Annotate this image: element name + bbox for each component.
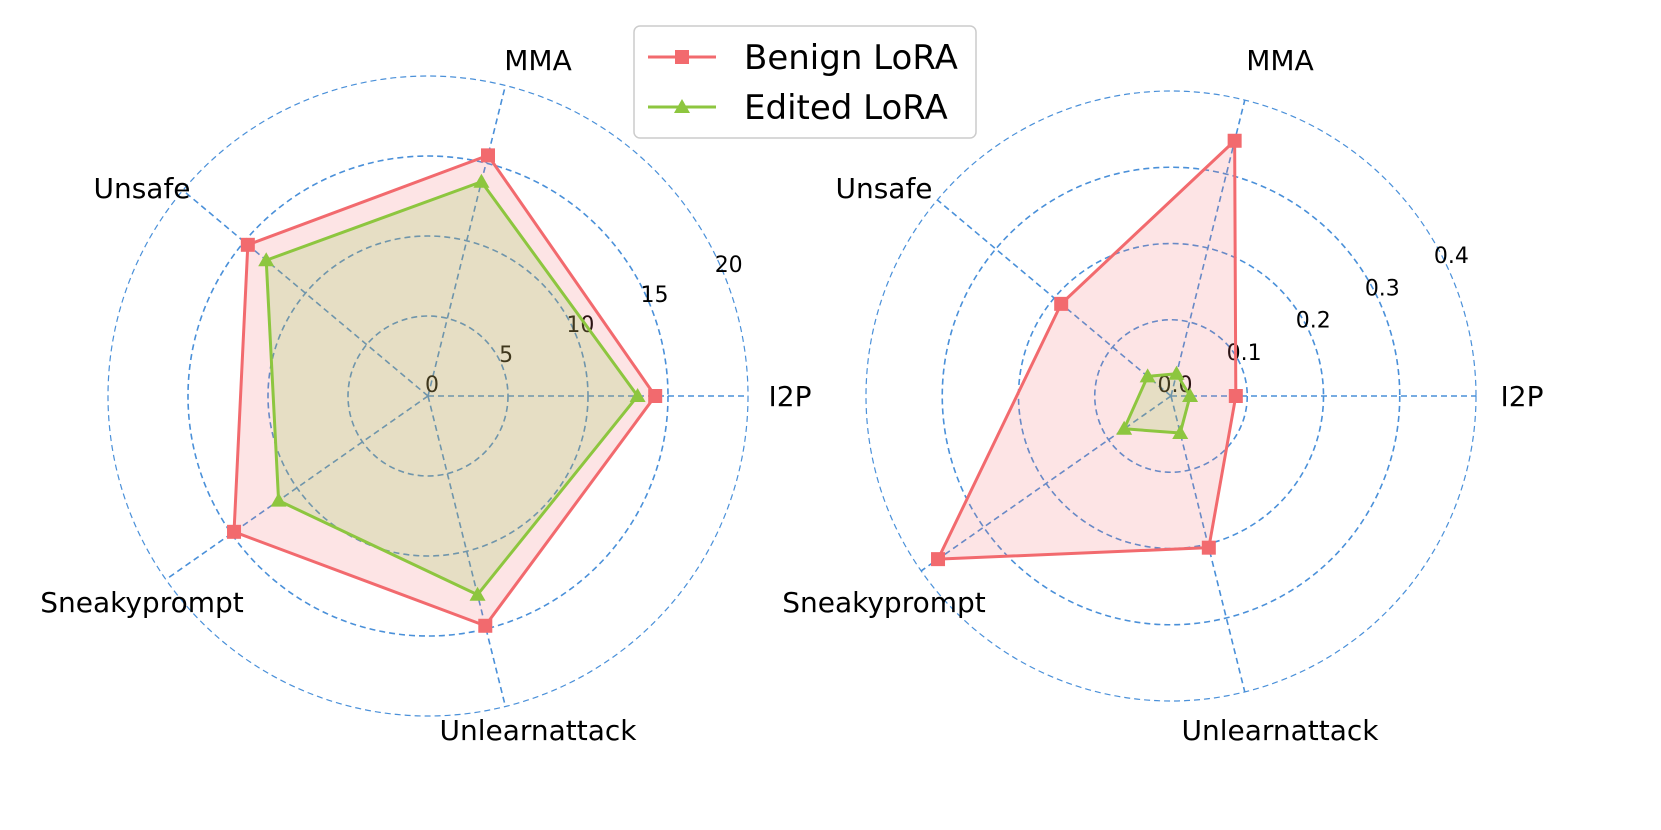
series-area-benign [234,155,656,626]
legend-marker [675,50,689,64]
r-tick-label: 15 [641,283,669,308]
legend: Benign LoRA Edited LoRA [633,25,977,139]
category-label: I2P [1501,380,1544,413]
data-point [258,252,275,267]
legend-box [633,25,977,139]
series-area-benign [938,140,1236,560]
category-label: Unlearnattack [439,714,637,747]
category-label: Unsafe [93,172,190,205]
data-point [270,492,287,507]
category-label: Sneakyprompt [40,586,244,619]
data-point [1228,389,1243,403]
data-point [1227,133,1242,148]
data-point [629,388,646,402]
data-point [1116,420,1133,435]
r-tick-label: 0.2 [1296,309,1331,334]
category-label: Sneakyprompt [782,586,986,619]
spoke-line [182,189,429,397]
data-point [240,237,255,252]
series-line-benign [232,153,657,628]
data-point [1201,540,1216,555]
data-point [478,618,493,633]
spoke-line [936,199,1172,397]
spoke-line [165,395,429,581]
data-point [480,148,495,163]
grid-circle [941,166,1401,626]
series-area-edited [266,181,638,595]
spoke-line [427,85,507,397]
data-point [1182,388,1199,402]
radar-chart-right: 0.00.10.20.30.4I2PMMAUnsafeSneakypromptU… [782,44,1543,747]
grid-circle [1093,318,1249,474]
r-tick-label: 0 [425,373,439,398]
data-point [1168,365,1185,380]
category-label: MMA [1246,44,1313,77]
grid-circle [107,75,749,717]
data-point [227,524,242,539]
series-line-edited [264,180,640,597]
series-line-benign [936,139,1238,561]
data-point [648,389,663,403]
category-label: Unlearnattack [1181,714,1379,747]
r-tick-label: 0.1 [1227,341,1262,366]
radar-chart-left: 05101520I2PMMAUnsafeSneakypromptUnlearna… [40,44,811,747]
legend-marker [674,99,690,113]
data-point [931,552,946,567]
spoke-line [920,395,1172,572]
legend-label: Edited LoRA [744,88,948,128]
category-label: I2P [769,380,812,413]
data-point [473,173,490,188]
category-label: Unsafe [835,172,932,205]
data-point [1139,368,1156,383]
data-point [469,586,486,601]
series-area-edited [1124,373,1191,433]
spoke-line [427,395,507,707]
data-point [1172,424,1189,439]
r-tick-label: 0.4 [1434,244,1469,269]
r-tick-label: 0.3 [1365,276,1400,301]
spoke-line [1170,99,1246,397]
r-tick-label: 5 [499,343,513,368]
legend-label: Benign LoRA [744,38,958,78]
data-point [1054,296,1069,311]
r-tick-label: 20 [715,253,743,278]
category-label: MMA [504,44,571,77]
